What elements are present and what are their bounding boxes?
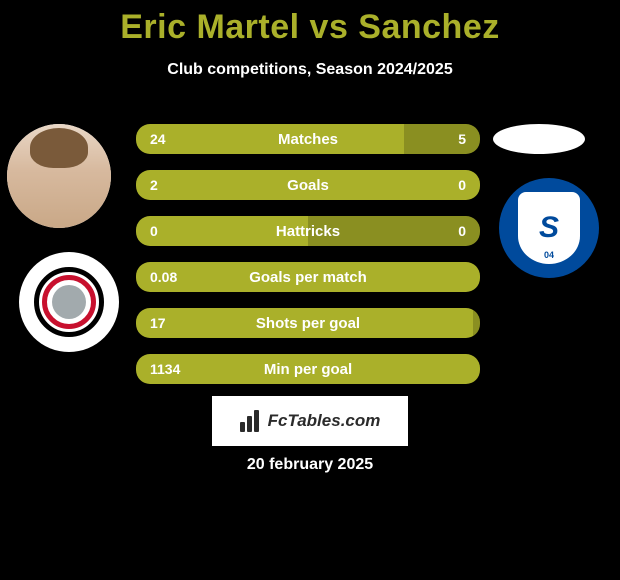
stat-row: Matches24 5 xyxy=(136,124,480,154)
player-face-icon xyxy=(7,124,111,228)
player-left-avatar xyxy=(7,124,111,228)
bar-chart-icon xyxy=(240,410,262,432)
stat-value-left: 17 xyxy=(136,308,180,338)
page-title: Eric Martel vs Sanchez xyxy=(0,0,620,47)
stat-label: Goals xyxy=(136,170,480,200)
hurricanes-icon xyxy=(34,267,104,337)
club-left-logo xyxy=(19,252,119,352)
ellipse-logo-icon xyxy=(493,124,585,154)
stat-row: Min per goal1134 xyxy=(136,354,480,384)
stat-row: Goals2 0 xyxy=(136,170,480,200)
date-label: 20 february 2025 xyxy=(0,456,620,474)
stat-row: Goals per match0.08 xyxy=(136,262,480,292)
stat-label: Shots per goal xyxy=(136,308,480,338)
stat-value-left: 24 xyxy=(136,124,180,154)
stat-label: Hattricks xyxy=(136,216,480,246)
stat-row: Hattricks0 0 xyxy=(136,216,480,246)
stat-value-right: 0 xyxy=(444,170,480,200)
club-right-logo: S04 xyxy=(499,178,599,278)
fctables-label: FcTables.com xyxy=(268,411,381,431)
comparison-card: Eric Martel vs Sanchez Club competitions… xyxy=(0,0,620,580)
subtitle: Club competitions, Season 2024/2025 xyxy=(0,61,620,79)
stat-value-left: 1134 xyxy=(136,354,194,384)
stat-value-right xyxy=(452,354,480,384)
stat-label: Matches xyxy=(136,124,480,154)
stat-value-right: 0 xyxy=(444,216,480,246)
stat-row: Shots per goal17 xyxy=(136,308,480,338)
schalke-icon: S04 xyxy=(499,178,599,278)
stat-value-right xyxy=(452,262,480,292)
stat-value-left: 0 xyxy=(136,216,172,246)
stat-value-right xyxy=(452,308,480,338)
stat-value-left: 2 xyxy=(136,170,172,200)
stat-rows: Matches245Goals20Hattricks00Goals per ma… xyxy=(136,124,480,400)
fctables-watermark: FcTables.com xyxy=(212,396,408,446)
stat-value-right: 5 xyxy=(444,124,480,154)
logo-top-right xyxy=(493,124,585,154)
stat-value-left: 0.08 xyxy=(136,262,191,292)
